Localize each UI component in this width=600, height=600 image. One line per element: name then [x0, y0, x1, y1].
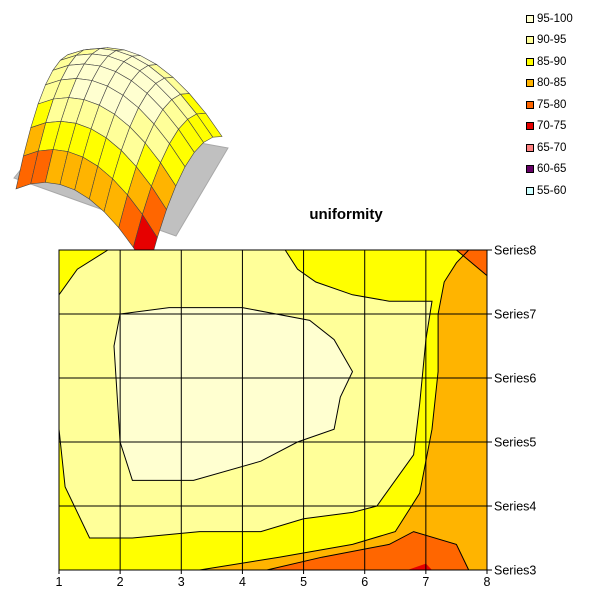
legend-item: 55-60: [526, 180, 598, 202]
legend-label: 85-90: [537, 55, 567, 68]
legend-label: 90-95: [537, 34, 567, 47]
legend-item: 65-70: [526, 137, 598, 159]
x-tick-label: 2: [117, 575, 124, 589]
legend-item: 70-75: [526, 116, 598, 138]
legend-swatch: [526, 186, 534, 195]
x-tick-label: 7: [422, 575, 429, 589]
contour-line: [199, 249, 470, 571]
x-tick-label: 6: [361, 575, 368, 589]
x-tick-label: 3: [178, 575, 185, 589]
y-tick-label: Series3: [494, 564, 536, 578]
contour-line: [113, 307, 354, 481]
legend-swatch: [526, 14, 534, 23]
y-tick-label: Series5: [494, 436, 536, 450]
legend-swatch: [526, 143, 534, 152]
contour-band-95-100: [114, 307, 353, 481]
contour-line: [456, 249, 488, 276]
legend-item: 80-85: [526, 73, 598, 95]
chart-title: uniformity: [309, 206, 383, 223]
legend-item: 75-80: [526, 94, 598, 116]
x-tick-label: 1: [56, 575, 63, 589]
legend-label: 55-60: [537, 184, 567, 197]
x-tick-label: 4: [239, 575, 246, 589]
legend-label: 75-80: [537, 98, 567, 111]
legend-item: 95-100: [526, 8, 598, 30]
legend-item: 85-90: [526, 51, 598, 73]
contour-band-75-80: [266, 531, 487, 570]
contour-band-80-85: [199, 250, 487, 570]
y-tick-label: Series4: [494, 500, 536, 514]
contour-line: [266, 531, 470, 571]
y-tick-label: Series6: [494, 372, 536, 386]
legend-label: 60-65: [537, 163, 567, 176]
legend-swatch: [526, 57, 534, 66]
plot-frame: [58, 249, 488, 571]
legend-swatch: [526, 165, 534, 174]
legend-item: 60-65: [526, 159, 598, 181]
y-tick-label: Series8: [494, 244, 536, 258]
legend-swatch: [526, 36, 534, 45]
legend: 95-100 90-95 85-90 80-85 75-80 70-75 65-…: [526, 8, 598, 202]
x-tick-label: 8: [484, 575, 491, 589]
x-tick-label: 5: [300, 575, 307, 589]
legend-label: 80-85: [537, 77, 567, 90]
legend-label: 95-100: [537, 12, 573, 25]
y-tick-label: Series7: [494, 308, 536, 322]
contour-line: [58, 249, 109, 296]
legend-swatch: [526, 122, 534, 131]
legend-label: 65-70: [537, 141, 567, 154]
contour-line: [58, 249, 433, 539]
legend-swatch: [526, 100, 534, 109]
legend-swatch: [526, 79, 534, 88]
legend-label: 70-75: [537, 120, 567, 133]
legend-item: 90-95: [526, 30, 598, 52]
